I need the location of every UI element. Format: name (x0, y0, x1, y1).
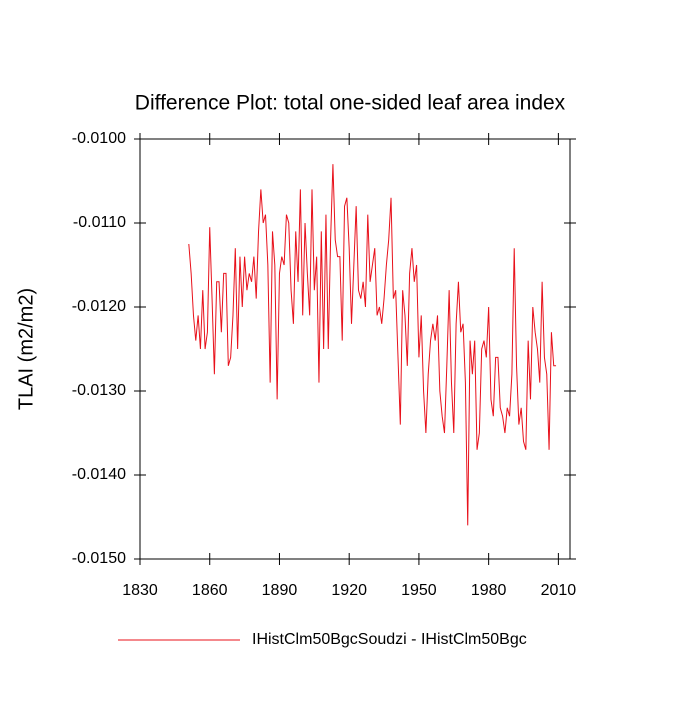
x-tick-label: 1860 (192, 582, 228, 599)
y-tick-label: -0.0110 (73, 214, 126, 231)
y-tick-label: -0.0130 (72, 382, 126, 399)
y-axis-label: TLAI (m2/m2) (15, 288, 37, 410)
x-tick-label: 1920 (331, 582, 367, 599)
legend-label: IHistClm50BgcSoudzi - IHistClm50Bgc (252, 631, 527, 648)
x-tick-label: 1830 (122, 582, 158, 599)
y-tick-label: -0.0120 (72, 298, 126, 315)
y-tick-label: -0.0100 (72, 130, 126, 147)
x-tick-label: 1950 (401, 582, 437, 599)
chart-title: Difference Plot: total one-sided leaf ar… (135, 92, 566, 115)
data-line (188, 164, 557, 526)
plot-frame (139, 138, 571, 560)
x-tick-label: 1980 (471, 582, 507, 599)
x-tick-label: 2010 (541, 582, 577, 599)
y-tick-label: -0.0150 (72, 550, 126, 567)
y-tick-label: -0.0140 (72, 466, 126, 483)
x-tick-label: 1890 (262, 582, 298, 599)
